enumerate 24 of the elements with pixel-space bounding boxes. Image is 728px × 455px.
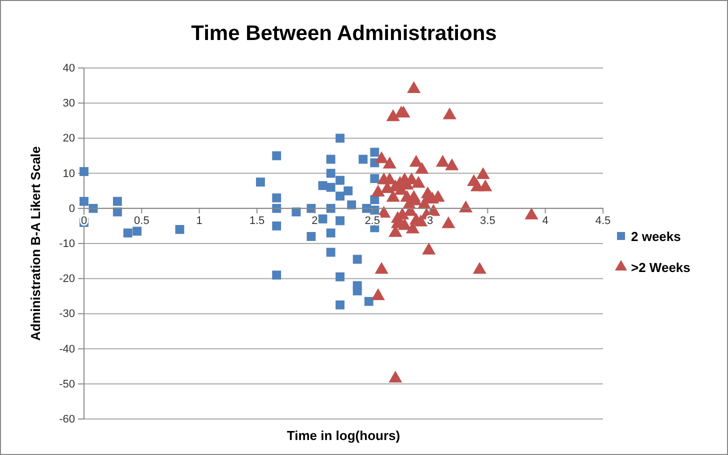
- y-tick-label: 20: [62, 132, 75, 145]
- y-tick-label: -30: [59, 308, 75, 320]
- chart-title: Time Between Administrations: [191, 22, 497, 45]
- legend-label: >2 Weeks: [631, 260, 690, 275]
- legend-label: 2 weeks: [631, 229, 681, 244]
- x-tick-label: 3.5: [480, 215, 496, 228]
- y-tick-label: 40: [62, 62, 75, 75]
- y-tick-label: -50: [59, 378, 75, 390]
- y-tick-label: -60: [59, 414, 75, 426]
- x-tick-label: 4: [542, 215, 548, 228]
- y-tick-label: -10: [59, 238, 75, 250]
- y-tick-label: -20: [59, 273, 75, 286]
- x-tick-label: 2: [312, 215, 318, 228]
- y-tick-label: -40: [59, 343, 75, 356]
- x-tick-label: 0.5: [134, 215, 150, 228]
- x-axis-title: Time in log(hours): [286, 428, 400, 443]
- y-tick-label: 0: [68, 202, 75, 215]
- x-tick-label: 4.5: [595, 215, 611, 228]
- x-tick-label: 1.5: [249, 215, 265, 228]
- x-tick-label: 0: [80, 215, 88, 228]
- y-tick-label: 10: [62, 168, 75, 180]
- y-tick-label: 30: [62, 98, 75, 110]
- y-axis-title: Administration B-A Likert Scale: [28, 146, 43, 341]
- x-tick-label: 1: [196, 215, 202, 228]
